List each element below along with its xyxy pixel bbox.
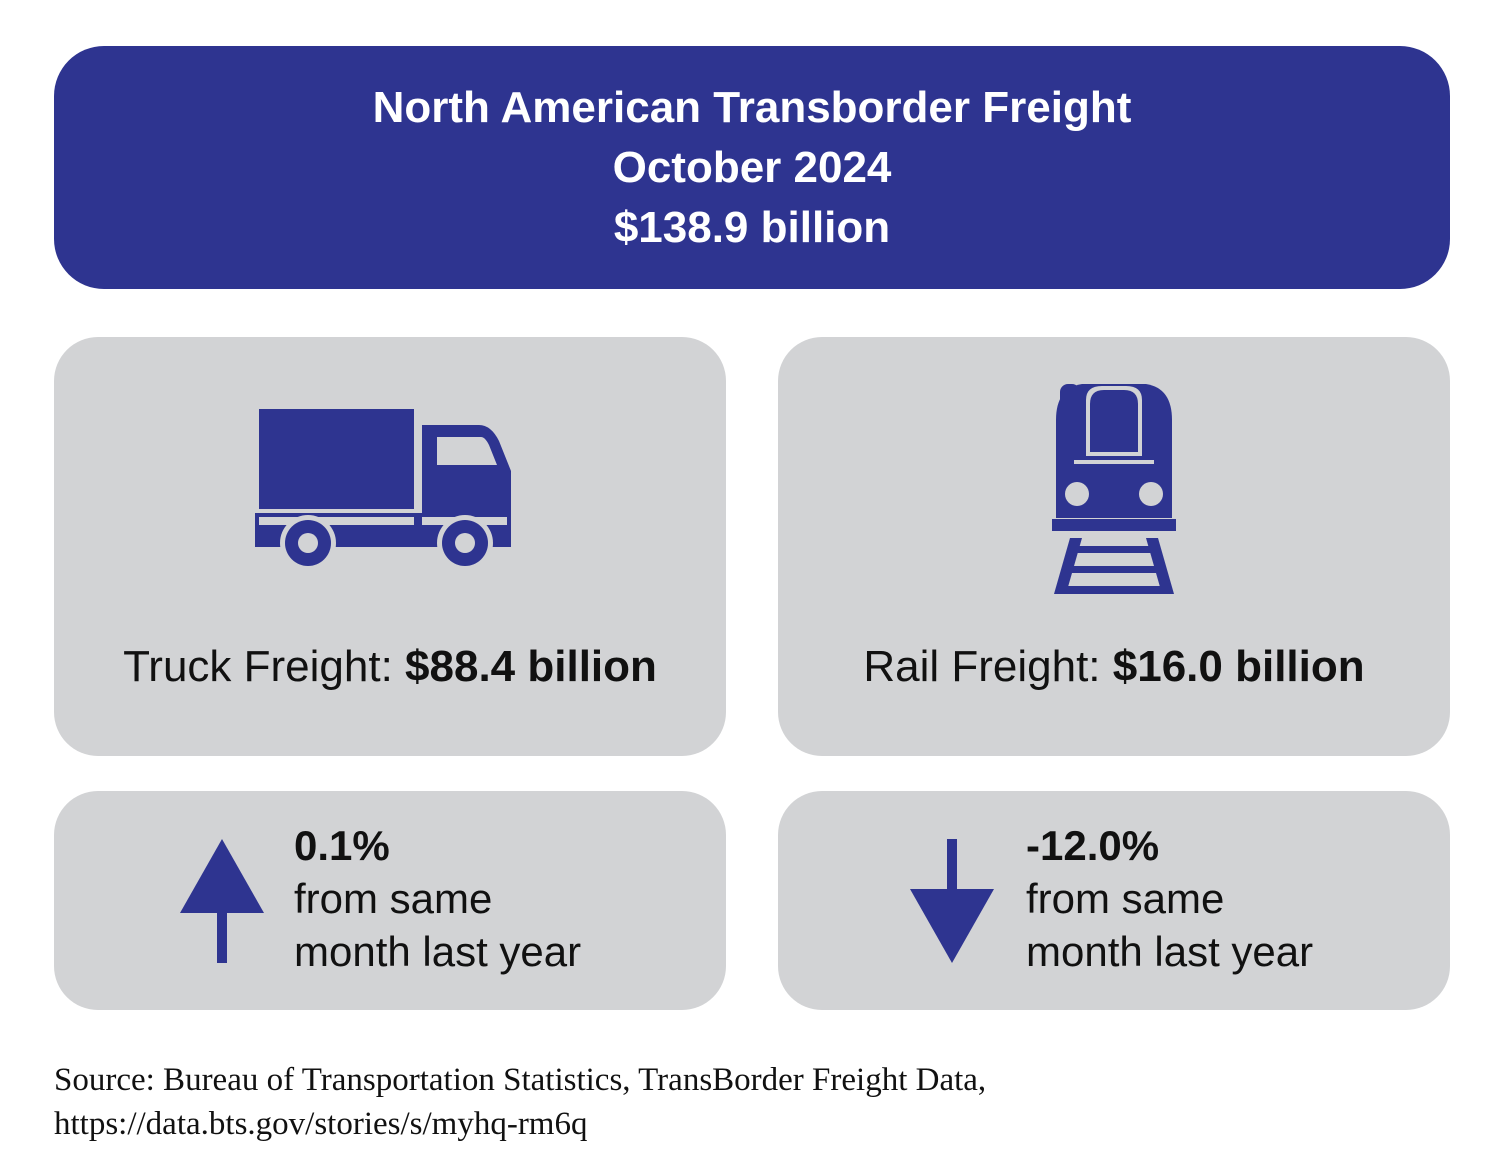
rail-change-line2: month last year — [1026, 928, 1314, 975]
rail-change-line1: from same — [1026, 875, 1225, 922]
rail-change-text: -12.0% from same month last year — [1026, 819, 1313, 978]
truck-change-text: 0.1% from same month last year — [294, 819, 581, 978]
arrow-up-icon — [180, 839, 264, 968]
source-line: Source: Bureau of Transportation Statist… — [54, 1062, 987, 1098]
arrow-down-icon — [910, 839, 994, 968]
truck-label-text: Truck Freight: — [123, 642, 406, 691]
source-note: Source: Bureau of Transportation Statist… — [54, 1058, 986, 1146]
rail-change-card: -12.0% from same month last year — [778, 791, 1450, 1010]
truck-change-percent: 0.1% — [294, 822, 390, 869]
rail-freight-card: Rail Freight: $16.0 billion — [778, 337, 1450, 756]
truck-change-line2: month last year — [294, 928, 582, 975]
source-url[interactable]: https://data.bts.gov/stories/s/myhq-rm6q — [54, 1106, 588, 1142]
truck-change-line1: from same — [294, 875, 493, 922]
rail-change-percent: -12.0% — [1026, 822, 1160, 869]
truck-freight-label: Truck Freight: $88.4 billion — [54, 642, 726, 692]
rail-freight-value: $16.0 billion — [1112, 642, 1365, 691]
truck-freight-card: Truck Freight: $88.4 billion — [54, 337, 726, 756]
rail-freight-label: Rail Freight: $16.0 billion — [778, 642, 1450, 692]
header-banner: North American Transborder Freight Octob… — [54, 46, 1450, 289]
period-label: October 2024 — [612, 142, 892, 192]
rail-label-text: Rail Freight: — [863, 642, 1113, 691]
page-title: North American Transborder Freight — [372, 82, 1132, 132]
train-icon — [1052, 380, 1176, 601]
total-value: $138.9 billion — [613, 202, 891, 252]
truck-freight-value: $88.4 billion — [405, 642, 657, 691]
truck-change-card: 0.1% from same month last year — [54, 791, 726, 1010]
truck-icon — [255, 409, 511, 574]
